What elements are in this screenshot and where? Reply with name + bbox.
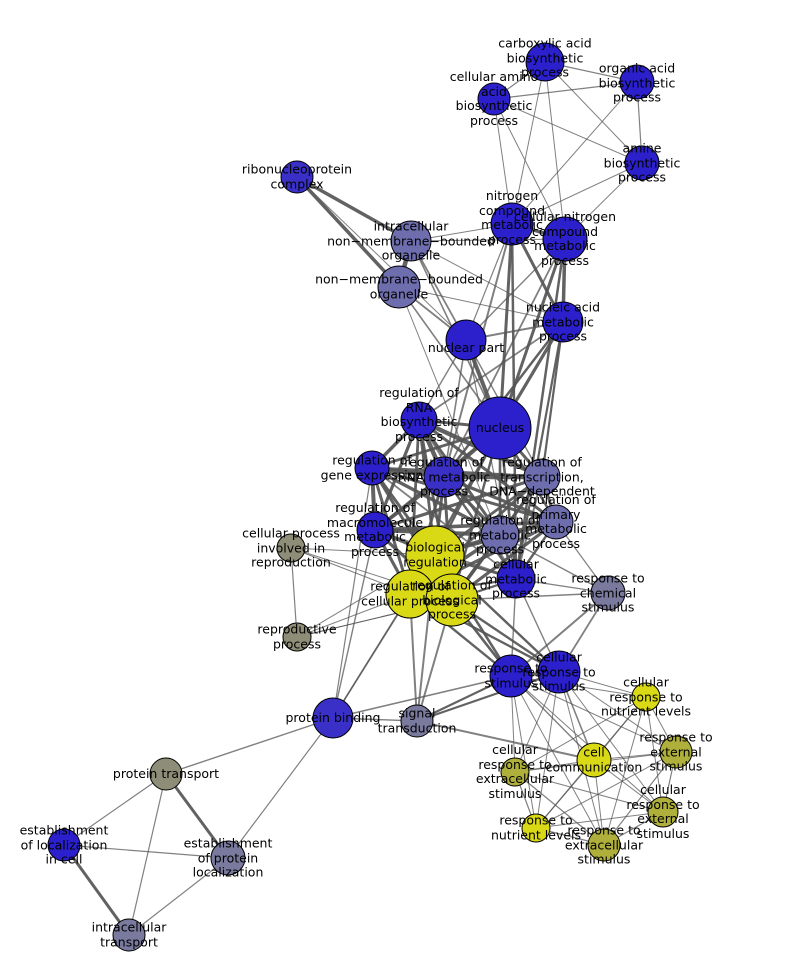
graph-edge — [415, 670, 561, 723]
graph-edge — [443, 339, 467, 478]
graph-edge — [128, 857, 229, 936]
graph-node-protein-transport[interactable] — [149, 757, 183, 791]
graph-node-ribonucleoprotein-complex[interactable] — [280, 160, 314, 194]
graph-node-protein-binding[interactable] — [312, 697, 354, 739]
graph-edge — [498, 222, 514, 430]
graph-node-regulation-of-metabolic-process[interactable] — [480, 515, 520, 555]
graph-node-organic-acid-biosynthetic-process[interactable] — [619, 64, 655, 100]
graph-node-reproductive-process[interactable] — [282, 622, 312, 652]
graph-node-cellular-amino-acid-biosynthetic-process[interactable] — [477, 82, 511, 116]
graph-node-cellular-nitrogen-compound-metabolic-process[interactable] — [542, 216, 588, 262]
graph-node-response-to-nutrient-levels[interactable] — [521, 813, 551, 843]
graph-node-nuclear-part[interactable] — [445, 319, 487, 361]
graph-edge — [510, 675, 647, 698]
edge-layer — [62, 61, 677, 937]
graph-node-nucleic-acid-metabolic-process[interactable] — [542, 301, 584, 343]
graph-edge — [544, 61, 643, 164]
graph-edge — [290, 547, 298, 638]
graph-edge — [510, 675, 677, 753]
graph-edge — [371, 467, 517, 580]
graph-node-response-to-extracellular-stimulus[interactable] — [587, 828, 621, 862]
graph-node-nitrogen-compound-metabolic-process[interactable] — [490, 202, 534, 246]
graph-node-cellular-response-to-stimulus[interactable] — [537, 650, 581, 694]
graph-edge — [416, 720, 595, 761]
graph-edge — [511, 162, 643, 225]
graph-edge — [511, 61, 546, 225]
graph-node-regulation-of-biological-process[interactable] — [425, 573, 479, 627]
graph-node-amine-biosynthetic-process[interactable] — [624, 145, 660, 181]
graph-edge — [493, 98, 643, 164]
graph-edge — [165, 717, 334, 775]
graph-node-cell-communication[interactable] — [576, 742, 612, 778]
graph-node-regulation-of-transcription-dna-dependent[interactable] — [523, 458, 561, 496]
graph-edge — [558, 671, 664, 813]
graph-edge — [373, 520, 558, 532]
graph-node-cellular-metabolic-process[interactable] — [496, 559, 536, 599]
graph-edge — [227, 717, 334, 859]
graph-edge — [498, 237, 567, 430]
graph-edge — [370, 466, 558, 524]
graph-edge — [398, 286, 564, 323]
graph-node-intracellular-transport[interactable] — [112, 918, 146, 952]
graph-node-cellular-response-to-nutrient-levels[interactable] — [631, 682, 661, 712]
graph-edge — [332, 467, 373, 719]
graph-edge — [499, 534, 609, 594]
graph-node-cellular-response-to-extracellular-stimulus[interactable] — [500, 757, 530, 787]
graph-edge — [540, 320, 565, 479]
graph-node-establishment-of-protein-localization[interactable] — [210, 840, 246, 876]
graph-edge — [295, 175, 401, 289]
graph-edge — [296, 176, 467, 341]
graph-edge — [493, 81, 638, 100]
graph-edge — [63, 844, 229, 859]
graph-edge — [514, 696, 647, 773]
graph-node-regulation-of-rna-metabolic-process[interactable] — [423, 456, 465, 498]
graph-edge — [535, 811, 664, 829]
graph-node-cellular-response-to-external-stimulus[interactable] — [647, 796, 679, 828]
graph-node-establishment-of-localization-in-cell[interactable] — [47, 828, 81, 862]
graph-node-nucleus[interactable] — [468, 396, 532, 460]
graph-node-non-membrane-bounded-organelle[interactable] — [377, 265, 421, 309]
graph-node-cellular-process-involved-in-reproduction[interactable] — [276, 533, 306, 563]
graph-edge — [417, 418, 558, 524]
graph-node-response-to-chemical-stimulus[interactable] — [590, 575, 626, 611]
graph-edge — [514, 771, 605, 846]
graph-edge — [603, 696, 647, 846]
graph-node-regulation-of-macromolecule-metabolic-process[interactable] — [356, 511, 394, 549]
graph-edge — [63, 773, 167, 846]
graph-node-intracellular-non-membrane-bounded-organelle[interactable] — [390, 220, 432, 262]
graph-edge — [535, 751, 677, 829]
graph-edge — [603, 751, 677, 846]
graph-edge — [493, 98, 566, 240]
graph-node-signal-transduction[interactable] — [400, 704, 434, 738]
graph-edge — [465, 238, 566, 341]
graph-edge — [558, 671, 677, 753]
graph-edge — [544, 61, 566, 240]
graph-edge — [511, 81, 638, 225]
graph-edge — [332, 529, 376, 719]
graph-edge — [514, 771, 664, 813]
graph-node-carboxylic-acid-biosynthetic-process[interactable] — [525, 42, 565, 82]
graph-node-regulation-of-primary-metabolic-process[interactable] — [538, 504, 574, 540]
graph-node-response-to-external-stimulus[interactable] — [659, 735, 693, 769]
graph-edge — [62, 843, 131, 937]
graph-edge — [410, 238, 566, 242]
graph-edge — [332, 675, 512, 719]
graph-node-response-to-stimulus[interactable] — [489, 654, 533, 698]
graph-node-regulation-of-gene-expression[interactable] — [354, 450, 390, 486]
graph-edge — [510, 675, 605, 846]
graph-edge — [128, 773, 167, 936]
graph-edge — [418, 321, 564, 421]
graph-edge — [443, 238, 566, 478]
graph-node-regulation-of-rna-biosynthetic-process[interactable] — [400, 401, 438, 439]
node-layer — [47, 42, 693, 952]
graph-edge — [410, 240, 564, 323]
graph-edge — [295, 175, 413, 243]
